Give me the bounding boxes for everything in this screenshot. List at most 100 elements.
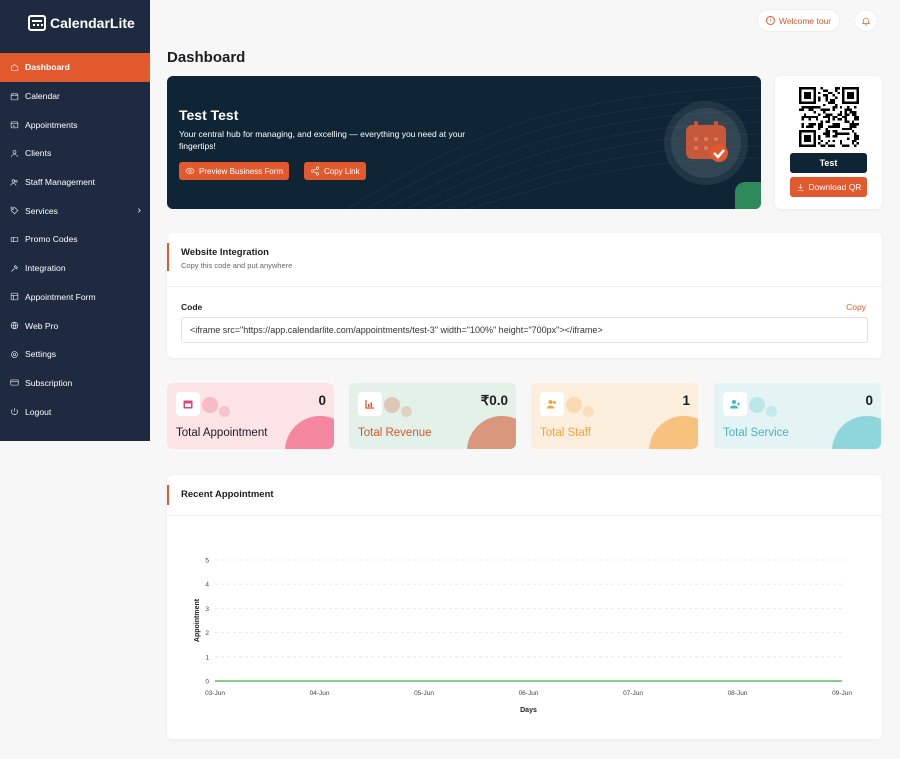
sidebar-item-settings[interactable]: Settings [0,340,150,369]
app-logo[interactable]: CalendarLite [0,0,150,46]
decor-dot [583,406,594,417]
x-tick-label: 08-Jun [728,690,748,697]
preview-business-form-button[interactable]: Preview Business Form [179,162,290,180]
recent-appointment-title: Recent Appointment [181,489,274,500]
gear-icon [10,350,19,359]
stat-card-total-staff[interactable]: 1 Total Staff [531,383,698,449]
sidebar-item-label: Services [25,205,58,216]
appointments-icon [10,120,19,129]
x-tick-label: 09-Jun [832,690,852,697]
calendar-icon [10,92,19,101]
users-icon [10,178,19,187]
sidebar: CalendarLite Dashboard Calendar Appointmen… [0,0,150,441]
stat-card-total-appointment[interactable]: 0 Total Appointment [167,383,334,449]
share-icon [310,166,320,176]
user-icon [10,149,19,158]
stat-value: 1 [682,393,690,408]
y-tick-label: 0 [205,679,209,686]
x-tick-label: 05-Jun [414,690,434,697]
y-tick-label: 4 [205,582,209,589]
sidebar-item-staff-management[interactable]: Staff Management [0,168,150,197]
divider [167,515,882,516]
sidebar-item-integration[interactable]: Integration [0,254,150,283]
stat-card-total-service[interactable]: 0 Total Service [714,383,881,449]
sidebar-item-label: Calendar [25,91,60,102]
stat-label: Total Service [723,427,789,439]
decor-dot [749,397,765,413]
decor-blob [285,416,334,449]
sidebar-item-label: Settings [25,349,57,360]
download-icon [797,183,804,191]
appointments-line-chart: 0 1 2 3 4 5 03-Jun 04-Jun 05-Jun 06-Jun 07-Jun 08-J… [194,558,852,715]
integration-subtitle: Copy this code and put anywhere [181,261,293,270]
stat-value: 0 [865,393,873,408]
x-tick-label: 06-Jun [519,690,539,697]
sidebar-item-clients[interactable]: Clients [0,139,150,168]
welcome-tour-button[interactable]: i Welcome tour [757,9,840,32]
sidebar-item-promo-codes[interactable]: Promo Codes [0,225,150,254]
copy-link-button[interactable]: Copy Link [304,162,366,180]
decor-blob [467,416,516,449]
embed-code-field[interactable]: <iframe src="https://app.calendarlite.co… [181,317,868,343]
hero-title: Test Test [179,107,239,123]
tag-icon [10,206,19,215]
user-plus-icon [723,392,747,416]
stat-label: Total Appointment [176,427,268,439]
sidebar-item-logout[interactable]: Logout [0,397,150,426]
sidebar-item-calendar[interactable]: Calendar [0,82,150,111]
sidebar-item-subscription[interactable]: Subscription [0,369,150,398]
qr-card: Test Download QR [775,76,882,209]
calendar-icon [176,392,200,416]
stat-card-total-revenue[interactable]: ₹0.0 Total Revenue [349,383,516,449]
decor-dot [384,397,400,413]
download-qr-button[interactable]: Download QR [790,177,867,197]
decor-dot [566,397,582,413]
sidebar-item-label: Dashboard [25,62,70,73]
hero-corner-decoration [735,182,761,209]
sidebar-item-label: Appointment Form [25,291,96,302]
card-icon [10,378,19,387]
info-icon: i [765,16,775,25]
copy-link-label: Copy Link [324,166,360,176]
x-axis-label: Days [520,707,537,714]
stat-label: Total Staff [540,427,591,439]
sidebar-item-appointment-form[interactable]: Appointment Form [0,283,150,312]
y-tick-label: 5 [205,558,209,565]
chart-icon [358,392,382,416]
section-accent-bar [167,243,169,271]
preview-button-label: Preview Business Form [199,166,284,176]
page-title: Dashboard [167,49,246,66]
calendar-check-icon [686,121,728,162]
recent-appointment-card: Recent Appointment 0 1 2 3 4 5 03-Jun 04-Jun 05-… [167,475,882,739]
notifications-button[interactable] [854,9,878,32]
stat-value: ₹0.0 [480,393,508,408]
download-qr-label: Download QR [808,182,862,192]
qr-code-image [799,87,859,147]
sidebar-item-label: Subscription [25,377,73,388]
sidebar-item-web-pro[interactable]: Web Pro [0,311,150,340]
code-label: Code [181,302,203,312]
section-accent-bar [167,485,169,505]
welcome-tour-label: Welcome tour [778,15,832,26]
y-tick-label: 1 [205,654,209,661]
sidebar-item-label: Appointments [25,119,78,130]
users-icon [540,392,564,416]
sidebar-item-dashboard[interactable]: Dashboard [0,53,150,82]
x-tick-label: 04-Jun [310,690,330,697]
copy-code-link[interactable]: Copy [846,302,866,312]
decor-dot [202,397,218,413]
chevron-right-icon: › [137,205,141,217]
sidebar-nav: Dashboard Calendar Appointments Clients Staf… [0,53,150,426]
integration-title: Website Integration [181,247,269,258]
sidebar-item-appointments[interactable]: Appointments [0,110,150,139]
y-tick-label: 2 [205,630,209,637]
business-name-badge: Test [790,153,867,173]
sidebar-item-label: Integration [25,263,66,274]
x-tick-label: 07-Jun [623,690,643,697]
app-name: CalendarLite [50,15,135,31]
ticket-icon [10,235,19,244]
sidebar-item-services[interactable]: Services › [0,196,150,225]
stat-value: 0 [318,393,326,408]
sidebar-item-label: Staff Management [25,177,96,188]
decor-blob [649,416,698,449]
